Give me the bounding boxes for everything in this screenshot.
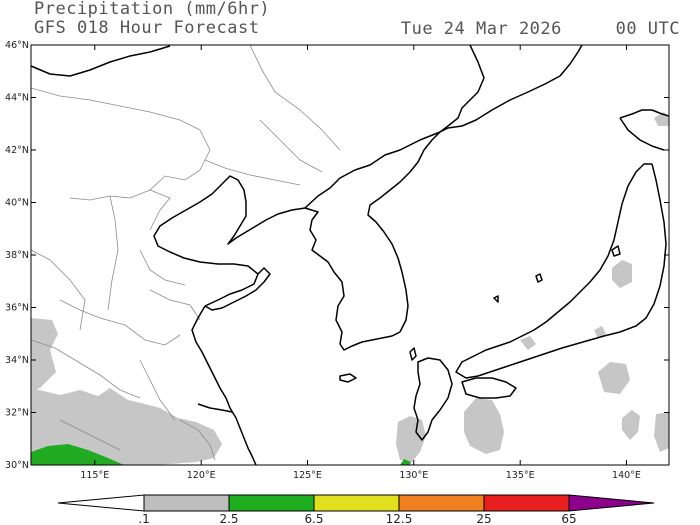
lon-label-120: 120°E — [187, 470, 216, 481]
precip-area-ocean-se — [622, 410, 640, 440]
coast-ulleung — [493, 295, 499, 303]
colorbar-label-4: 25 — [476, 512, 491, 525]
valid-time: Tue 24 Mar 2026 00 UTC — [401, 20, 680, 39]
precip-area-jeju — [520, 336, 536, 350]
coast-honshu — [455, 163, 667, 379]
border-jilin — [259, 119, 323, 173]
colorbar-label-5: 65 — [561, 512, 576, 525]
colorbar-label-2: 6.5 — [304, 512, 323, 525]
border-hebei — [139, 189, 186, 286]
border-china-russia — [439, 45, 485, 133]
lon-label-125: 125°E — [293, 470, 322, 481]
lon-label-140: 140°E — [612, 470, 641, 481]
border-zhejiang — [179, 419, 216, 461]
border-henan — [59, 299, 181, 346]
border-hubei — [31, 339, 141, 399]
coast-kyushu — [413, 357, 453, 441]
coast-sado — [611, 245, 621, 257]
coast-hokkaido — [619, 109, 669, 151]
lat-axis: 46°N 44°N 42°N 40°N 38°N 36°N 34°N 32°N … — [5, 40, 669, 471]
lat-label-36: 36°N — [5, 303, 29, 314]
precip-area-kyushu-sw — [396, 416, 426, 462]
border-heilongjiang — [249, 45, 341, 151]
border-jiangxi — [59, 419, 121, 451]
colorbar-label-0: .1 — [138, 512, 149, 525]
lon-label-135: 135°E — [506, 470, 535, 481]
coast-shikoku — [461, 377, 517, 399]
lon-axis: 115°E 120°E 125°E 130°E 135°E 140°E — [80, 45, 641, 481]
lat-label-34: 34°N — [5, 355, 29, 366]
coast-shandong — [204, 267, 271, 311]
lat-label-42: 42°N — [5, 145, 29, 156]
precip-area-green-small — [400, 459, 411, 465]
valid-date: Tue 24 Mar 2026 — [400, 19, 562, 39]
coast-tsushima — [409, 347, 417, 361]
map-title: Precipitation (mm/6hr) GFS 018 Hour Fore… — [34, 0, 270, 38]
colorbar-bin-5 — [483, 494, 570, 512]
precip-area-south — [31, 388, 222, 465]
colorbar-over — [568, 494, 655, 512]
colorbar-labels: .1 2.5 6.5 12.5 25 65 — [138, 512, 576, 525]
precip-area-sw — [31, 318, 58, 392]
border-shandong — [149, 289, 201, 321]
border-inner-mongolia — [31, 87, 211, 201]
colorbar-label-3: 12.5 — [386, 512, 413, 525]
border-china-nk — [304, 131, 441, 209]
border-shaanxi — [31, 249, 86, 331]
coast-russia — [439, 45, 583, 133]
precip-area-honshu-n — [612, 260, 632, 288]
border-liaoning — [204, 159, 301, 186]
lat-label-40: 40°N — [5, 198, 29, 209]
coastlines — [31, 45, 669, 465]
colorbar — [57, 494, 655, 512]
lon-label-115: 115°E — [80, 470, 109, 481]
valid-hour: 00 UTC — [615, 19, 680, 39]
lat-label-30: 30°N — [5, 460, 29, 471]
title-line-precip: Precipitation (mm/6hr) — [34, 0, 271, 19]
coast-korea-west — [304, 207, 345, 345]
colorbar-bin-3 — [313, 494, 400, 512]
precip-area-shikoku — [464, 398, 504, 454]
coast-oki — [535, 273, 543, 283]
coast-liaodong — [153, 175, 306, 307]
border-shanxi — [107, 195, 119, 311]
lat-label-46: 46°N — [5, 40, 29, 51]
precip-area-ocean-far-se — [654, 412, 669, 452]
lat-label-32: 32°N — [5, 408, 29, 419]
precip-area-ocean-e — [598, 362, 630, 394]
coast-china-east — [191, 305, 257, 465]
title-line-forecast: GFS 018 Hour Forecast — [34, 18, 260, 38]
coast-korea-east — [367, 131, 441, 333]
colorbar-bin-2 — [228, 494, 315, 512]
coast-yangtze — [197, 403, 233, 413]
lon-label-130: 130°E — [399, 470, 428, 481]
lat-label-44: 44°N — [5, 93, 29, 104]
coast-jeju — [339, 373, 357, 383]
precip-shading — [31, 112, 669, 465]
colorbar-under — [57, 494, 145, 512]
colorbar-bin-1 — [143, 494, 230, 512]
colorbar-bin-4 — [398, 494, 485, 512]
coast-korea-south — [339, 331, 401, 351]
precip-area-noto — [594, 326, 606, 338]
province-borders — [31, 45, 341, 461]
lat-label-38: 38°N — [5, 250, 29, 261]
border-anhui — [139, 359, 176, 421]
precip-area-green-sw — [31, 444, 124, 465]
border-mongolia-china — [31, 45, 171, 77]
colorbar-label-1: 2.5 — [219, 512, 238, 525]
